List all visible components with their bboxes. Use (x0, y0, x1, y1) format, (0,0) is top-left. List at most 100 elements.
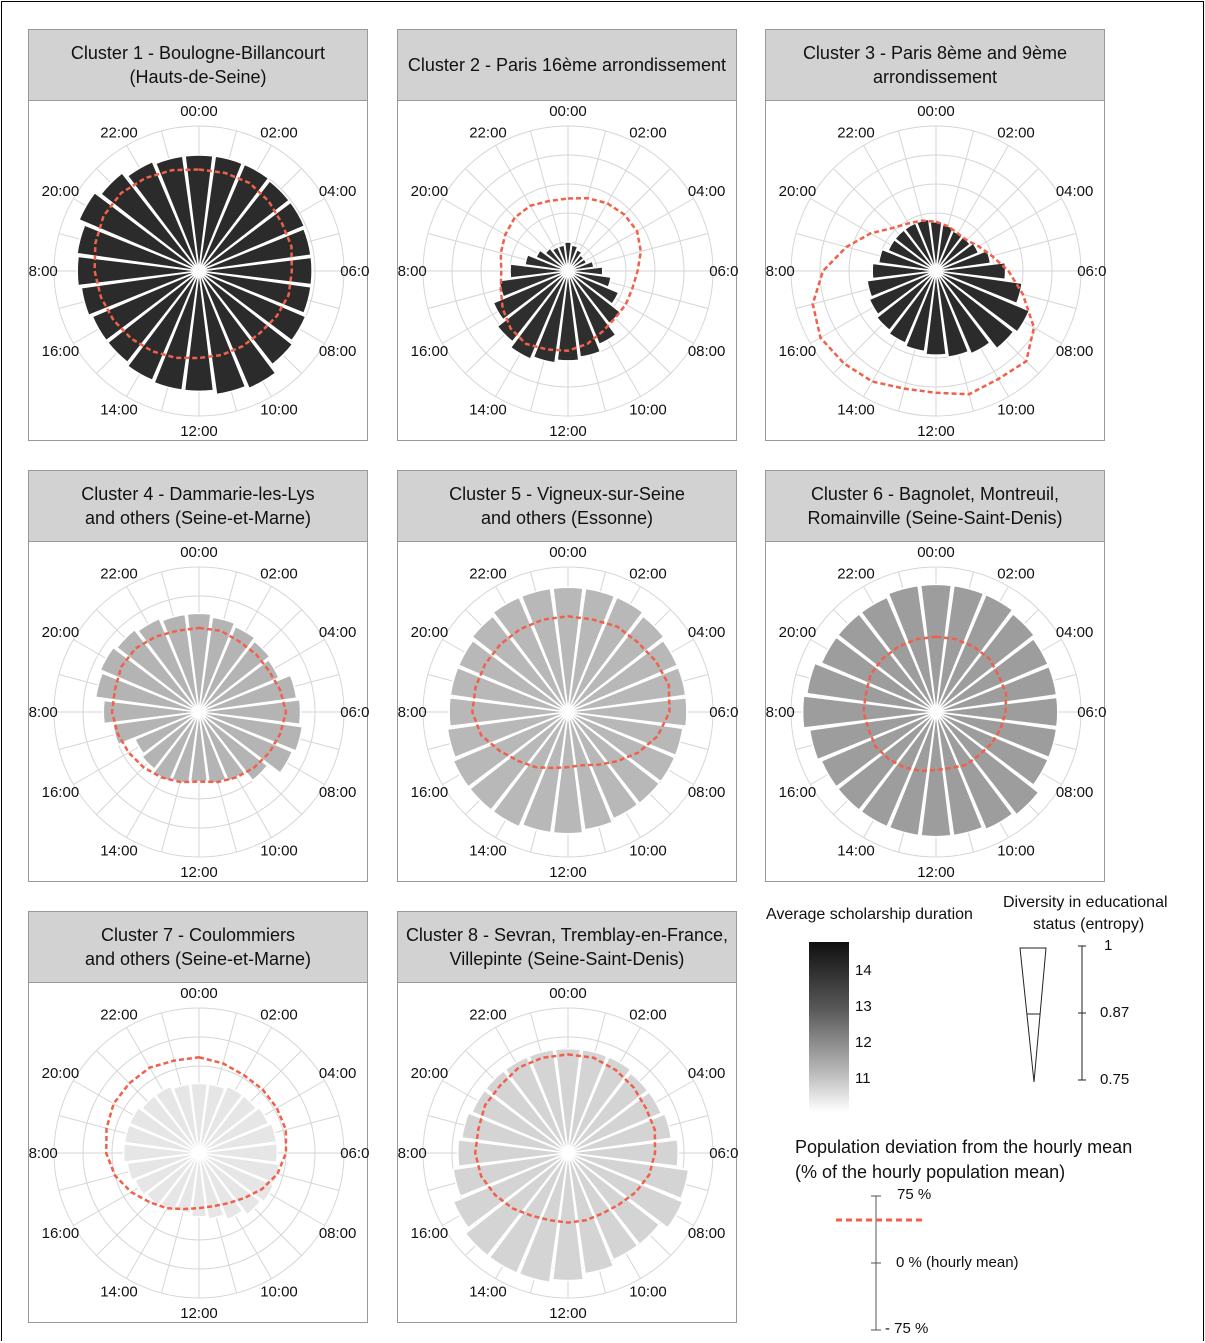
cluster-title-line1: Cluster 4 - Dammarie-les-Lys (81, 484, 315, 504)
polar-bar-hour-19 (460, 1112, 569, 1154)
hour-label-1200: 12:00 (180, 864, 218, 881)
hour-label-1800: 18:00 (29, 704, 58, 721)
hour-label-0400: 04:00 (688, 624, 726, 641)
polar-bar-hour-17 (446, 711, 569, 759)
grid-spoke (567, 145, 641, 272)
polar-bar-hour-19 (123, 1123, 200, 1154)
polar-bar-hour-4 (198, 1106, 270, 1154)
polar-bar-hour-12 (920, 711, 952, 838)
polar-bar-hour-13 (888, 711, 937, 837)
hour-label-1400: 14:00 (100, 1284, 138, 1301)
hour-label-1600: 16:00 (42, 1225, 80, 1242)
polar-bar-hour-18 (871, 262, 937, 280)
hour-label-2200: 22:00 (837, 565, 875, 582)
cluster-panel-6: Cluster 6 - Bagnolet, Montreuil, Romainvi… (765, 470, 1106, 882)
polar-bar-hour-5 (198, 1122, 278, 1154)
hour-label-2000: 20:00 (42, 624, 80, 641)
polar-bar-hour-21 (836, 612, 937, 713)
polar-bar-hour-14 (492, 711, 569, 828)
polar-bar-hour-4 (567, 1091, 663, 1154)
polar-bar-hour-12 (183, 270, 215, 393)
hour-label-0000: 00:00 (917, 103, 955, 120)
hour-label-0200: 02:00 (260, 565, 298, 582)
polar-bar-hour-16 (868, 270, 937, 316)
polar-bar-hour-21 (471, 615, 569, 713)
polar-bar-hour-14 (887, 270, 937, 345)
polar-bar-hour-15 (106, 270, 200, 364)
polar-bar-hour-9 (567, 711, 661, 805)
hour-label-1000: 10:00 (629, 1284, 667, 1301)
hour-label-1400: 14:00 (837, 402, 875, 419)
polar-bar-hour-0 (554, 1047, 582, 1154)
polar-bar-hour-9 (567, 270, 622, 325)
polar-bar-hour-21 (544, 247, 569, 272)
hour-label-1400: 14:00 (100, 843, 138, 860)
polar-bar-hour-13 (904, 270, 937, 353)
hour-label-0000: 00:00 (549, 985, 587, 1002)
deviation-line (473, 1053, 657, 1224)
polar-bar-hour-23 (528, 1048, 569, 1154)
deviation-tick-0: 0 % (hourly mean) (896, 1254, 1019, 1271)
polar-bar-hour-9 (935, 711, 1040, 816)
polar-bar-hour-10 (567, 270, 617, 346)
polar-bar-hour-18 (448, 696, 569, 728)
polar-bar-hour-22 (492, 596, 569, 713)
hour-label-0800: 08:00 (319, 784, 357, 801)
polar-bar-hour-8 (567, 711, 676, 783)
polar-bar-hour-15 (145, 1152, 200, 1207)
polar-bar-hour-10 (935, 270, 992, 355)
hour-label-0200: 02:00 (997, 124, 1035, 141)
hour-label-0600: 06:00 (1077, 704, 1106, 721)
hour-label-2200: 22:00 (100, 124, 138, 141)
hour-label-2200: 22:00 (100, 1006, 138, 1023)
polar-bar-hour-13 (521, 711, 569, 834)
entropy-tick-075: 0.75 (1100, 1071, 1130, 1088)
polar-bar-hour-17 (808, 711, 937, 761)
polar-bar-hour-19 (805, 662, 937, 713)
hour-label-1600: 16:00 (42, 343, 80, 360)
hour-label-1800: 18:00 (398, 1145, 427, 1162)
polar-chart: 00:00 02:00 04:00 06:00 08:00 10:00 12:00 14:00… (766, 544, 1106, 881)
hour-label-1600: 16:00 (411, 343, 449, 360)
polar-bar-hour-10 (198, 270, 277, 390)
deviation-line (471, 615, 671, 770)
hour-label-0400: 04:00 (319, 1065, 357, 1082)
scholarship-tick-14: 14 (855, 962, 872, 979)
cluster-title-line1: Cluster 3 - Paris 8ème and 9ème (802, 43, 1068, 63)
cluster-panel-8: Cluster 8 - Sevran, Tremblay-en-France, V… (397, 911, 738, 1323)
polar-chart: 00:00 02:00 04:00 06:00 08:00 10:00 12:00 14:00… (29, 103, 369, 440)
cluster-title-line1: Cluster 6 - Bagnolet, Montreuil, (810, 484, 1060, 504)
polar-bar-hour-2 (198, 1085, 244, 1154)
entropy-tick-087: 0.87 (1100, 1004, 1130, 1021)
polar-bar-hour-17 (80, 270, 200, 317)
hour-label-1600: 16:00 (42, 784, 80, 801)
polar-bar-hour-14 (488, 1152, 569, 1275)
hour-label-0000: 00:00 (180, 103, 218, 120)
deviation-line (811, 219, 1036, 396)
polar-bar-hour-17 (112, 711, 200, 746)
cluster-title-line2: Romainville (Seine-Saint-Denis) (807, 508, 1063, 528)
cluster-title-line1: Cluster 1 - Boulogne-Billancourt (70, 43, 326, 63)
hour-label-0400: 04:00 (1056, 183, 1094, 200)
hour-label-0400: 04:00 (319, 624, 357, 641)
polar-bar-hour-16 (452, 1152, 569, 1229)
hour-label-1800: 18:00 (398, 263, 427, 280)
scholarship-gradient-bar (809, 942, 849, 1112)
polar-bar-hour-15 (875, 270, 937, 332)
cluster-title: Cluster 8 - Sevran, Tremblay-en-France, V… (397, 911, 737, 983)
hour-label-1400: 14:00 (469, 1284, 507, 1301)
deviation-line (93, 168, 294, 360)
cluster-panel-2: Cluster 2 - Paris 16ème arrondissement 0… (397, 29, 738, 441)
cluster-title-line1: Cluster 5 - Vigneux-sur-Seine (449, 484, 685, 504)
polar-bar-hour-1 (198, 155, 244, 272)
polar-bar-hour-6 (198, 698, 302, 726)
grid-spoke (567, 168, 671, 272)
polar-bar-hour-15 (140, 711, 200, 771)
hour-label-0600: 06:00 (340, 1145, 369, 1162)
polar-bar-hour-17 (126, 1152, 200, 1182)
hour-label-0600: 06:00 (709, 263, 738, 280)
polar-chart-area: 00:00 02:00 04:00 06:00 08:00 10:00 12:00 14:00… (397, 542, 738, 882)
hour-label-2000: 20:00 (411, 624, 449, 641)
entropy-legend-title-line1: Diversity in educational (1003, 894, 1168, 911)
polar-bar-hour-3 (567, 1072, 649, 1154)
